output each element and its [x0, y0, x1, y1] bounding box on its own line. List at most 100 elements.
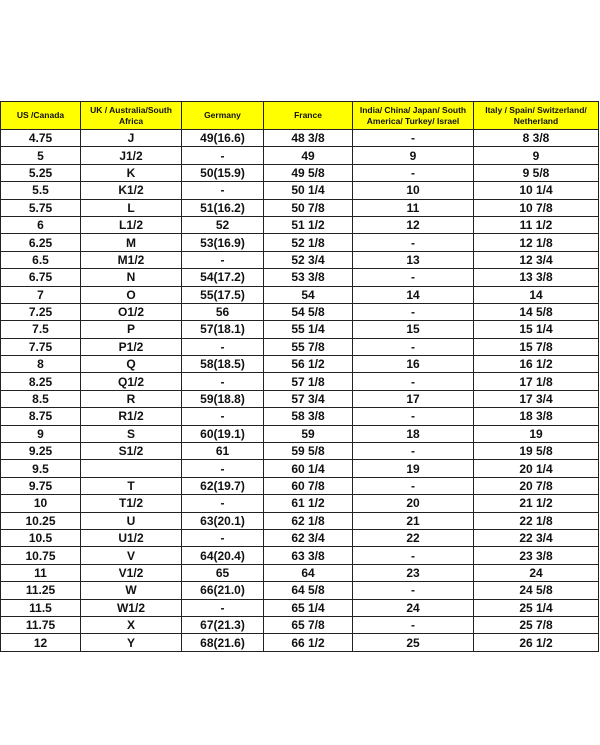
- table-row: 7.25 O1/2 56 54 5/8-14 5/8: [0, 302, 599, 322]
- cell-france: 63 3/8: [263, 546, 353, 565]
- table-row: 7 O 55(17.5) 54 14 14: [0, 285, 599, 304]
- cell-us-canada: 9.25: [0, 442, 81, 461]
- cell-us-canada: 9.75: [0, 476, 81, 496]
- cell-uk-australia: P1/2: [80, 337, 182, 357]
- cell-germany: -: [181, 528, 264, 548]
- cell-uk-australia: U: [80, 511, 182, 530]
- cell-italy-spain: 14: [473, 285, 599, 304]
- cell-india-china: -: [352, 128, 474, 148]
- cell-us-canada: 5.25: [0, 163, 81, 183]
- cell-germany: 53(16.9): [181, 233, 264, 252]
- cell-india-china: 22: [352, 528, 474, 548]
- cell-france: 64: [263, 563, 353, 583]
- cell-italy-spain: 15 1/4: [473, 320, 599, 339]
- table-row: 11.5 W1/2-65 1/4 24 25 1/4: [0, 598, 599, 617]
- cell-india-china: 21: [352, 511, 474, 530]
- cell-italy-spain: 26 1/2: [473, 633, 599, 652]
- table-row: 9.25 S1/2 61 59 5/8-19 5/8: [0, 442, 599, 461]
- cell-germany: 63(20.1): [181, 511, 264, 530]
- cell-us-canada: 7.5: [0, 320, 81, 339]
- cell-us-canada: 8.5: [0, 389, 81, 409]
- cell-india-china: 18: [352, 424, 474, 444]
- cell-france: 62 3/4: [263, 528, 353, 548]
- cell-germany: -: [181, 250, 264, 270]
- table-row: 6.25 M 53(16.9) 52 1/8-12 1/8: [0, 233, 599, 252]
- cell-us-canada: 6: [0, 215, 81, 235]
- cell-france: 65 7/8: [263, 615, 353, 635]
- table-row: 6.5 M1/2-52 3/4 13 12 3/4: [0, 250, 599, 270]
- cell-us-canada: 4.75: [0, 128, 81, 148]
- cell-uk-australia: Q1/2: [80, 372, 182, 391]
- cell-uk-australia: K1/2: [80, 181, 182, 200]
- cell-uk-australia: W: [80, 581, 182, 600]
- cell-uk-australia: O: [80, 285, 182, 304]
- cell-france: 55 7/8: [263, 337, 353, 357]
- cell-uk-australia: T: [80, 476, 182, 496]
- table-row: 9.75 T 62(19.7) 60 7/8-20 7/8: [0, 476, 599, 496]
- cell-india-china: -: [352, 476, 474, 496]
- cell-france: 56 1/2: [263, 355, 353, 374]
- cell-france: 62 1/8: [263, 511, 353, 530]
- cell-india-china: -: [352, 233, 474, 252]
- column-header-italy-spain: Italy / Spain/ Switzerland/ Netherland: [473, 101, 599, 130]
- table-row: 8 Q 58(18.5) 56 1/2 16 16 1/2: [0, 355, 599, 374]
- cell-italy-spain: 25 1/4: [473, 598, 599, 617]
- cell-germany: -: [181, 598, 264, 617]
- cell-germany: 55(17.5): [181, 285, 264, 304]
- table-row: 11 V1/2 65 64 23 24: [0, 563, 599, 583]
- table-row: 5 J1/2-49 9 9: [0, 146, 599, 165]
- table-row: 5.5 K1/2-50 1/4 10 10 1/4: [0, 181, 599, 200]
- cell-italy-spain: 25 7/8: [473, 615, 599, 635]
- cell-italy-spain: 14 5/8: [473, 302, 599, 322]
- cell-france: 64 5/8: [263, 581, 353, 600]
- cell-france: 52 3/4: [263, 250, 353, 270]
- cell-france: 52 1/8: [263, 233, 353, 252]
- cell-france: 60 7/8: [263, 476, 353, 496]
- cell-italy-spain: 21 1/2: [473, 494, 599, 513]
- cell-india-china: 13: [352, 250, 474, 270]
- cell-us-canada: 11.75: [0, 615, 81, 635]
- cell-france: 54: [263, 285, 353, 304]
- cell-italy-spain: 22 1/8: [473, 511, 599, 530]
- cell-germany: 60(19.1): [181, 424, 264, 444]
- cell-us-canada: 5.5: [0, 181, 81, 200]
- cell-germany: -: [181, 337, 264, 357]
- cell-germany: 65: [181, 563, 264, 583]
- cell-germany: 49(16.6): [181, 128, 264, 148]
- cell-uk-australia: V: [80, 546, 182, 565]
- cell-us-canada: 5.75: [0, 198, 81, 217]
- cell-germany: -: [181, 494, 264, 513]
- table-row: 7.5 P 57(18.1) 55 1/4 15 15 1/4: [0, 320, 599, 339]
- cell-us-canada: 10: [0, 494, 81, 513]
- cell-france: 65 1/4: [263, 598, 353, 617]
- table-row: 12 Y 68(21.6) 66 1/2 25 26 1/2: [0, 633, 599, 652]
- column-header-uk-australia: UK / Australia/South Africa: [80, 101, 182, 130]
- cell-france: 57 1/8: [263, 372, 353, 391]
- cell-france: 53 3/8: [263, 268, 353, 287]
- cell-india-china: -: [352, 581, 474, 600]
- cell-france: 58 3/8: [263, 407, 353, 426]
- cell-india-china: 19: [352, 459, 474, 478]
- cell-france: 48 3/8: [263, 128, 353, 148]
- cell-france: 51 1/2: [263, 215, 353, 235]
- cell-germany: -: [181, 372, 264, 391]
- table-row: 11.25 W 66(21.0) 64 5/8-24 5/8: [0, 581, 599, 600]
- table-row: 6.75 N 54(17.2) 53 3/8-13 3/8: [0, 268, 599, 287]
- cell-us-canada: 7: [0, 285, 81, 304]
- table-row: 9 S 60(19.1) 59 18 19: [0, 424, 599, 444]
- cell-india-china: -: [352, 268, 474, 287]
- cell-us-canada: 6.5: [0, 250, 81, 270]
- cell-france: 50 7/8: [263, 198, 353, 217]
- cell-uk-australia: Y: [80, 633, 182, 652]
- cell-germany: 51(16.2): [181, 198, 264, 217]
- table-row: 5.75 L 51(16.2) 50 7/8 11 10 7/8: [0, 198, 599, 217]
- cell-france: 54 5/8: [263, 302, 353, 322]
- cell-italy-spain: 9: [473, 146, 599, 165]
- cell-uk-australia: [80, 459, 182, 478]
- cell-us-canada: 10.75: [0, 546, 81, 565]
- cell-uk-australia: X: [80, 615, 182, 635]
- cell-india-china: 23: [352, 563, 474, 583]
- cell-germany: 61: [181, 442, 264, 461]
- cell-india-china: -: [352, 615, 474, 635]
- cell-italy-spain: 12 1/8: [473, 233, 599, 252]
